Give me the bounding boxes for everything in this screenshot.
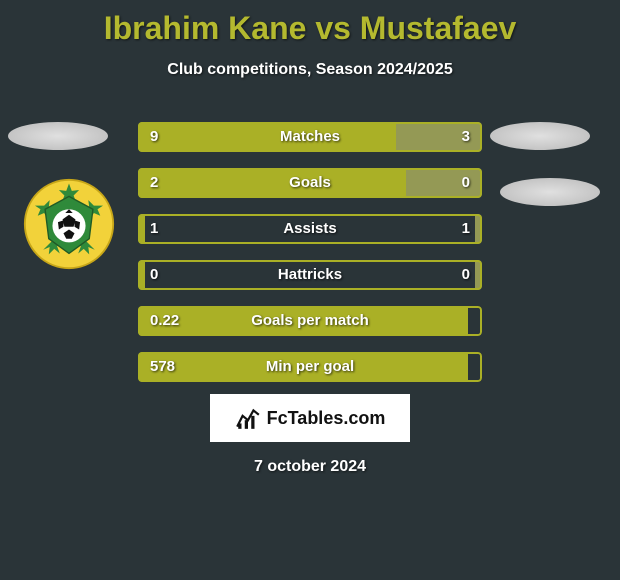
stat-row: 9 Matches 3 <box>138 122 482 152</box>
branding-text: FcTables.com <box>267 408 386 429</box>
stat-label: Hattricks <box>138 260 482 290</box>
player-right-placeholder-1 <box>490 122 590 150</box>
subtitle: Club competitions, Season 2024/2025 <box>0 61 620 79</box>
stat-label: Min per goal <box>138 352 482 382</box>
stat-label: Matches <box>138 122 482 152</box>
player-right-placeholder-2 <box>500 178 600 206</box>
generated-date: 7 october 2024 <box>0 458 620 476</box>
stat-value-right: 1 <box>462 214 470 244</box>
page-title: Ibrahim Kane vs Mustafaev <box>0 0 620 47</box>
vorskla-badge-icon <box>23 178 115 270</box>
club-badge <box>23 178 115 270</box>
stat-label: Goals <box>138 168 482 198</box>
stat-row: 0.22 Goals per match <box>138 306 482 336</box>
stat-label: Assists <box>138 214 482 244</box>
stat-row: 578 Min per goal <box>138 352 482 382</box>
stat-value-right: 3 <box>462 122 470 152</box>
stat-value-right: 0 <box>462 260 470 290</box>
stat-row: 2 Goals 0 <box>138 168 482 198</box>
stat-row: 1 Assists 1 <box>138 214 482 244</box>
stat-value-right: 0 <box>462 168 470 198</box>
stat-row: 0 Hattricks 0 <box>138 260 482 290</box>
player-left-placeholder <box>8 122 108 150</box>
stat-label: Goals per match <box>138 306 482 336</box>
chart-icon <box>235 405 261 431</box>
stats-container: 9 Matches 3 2 Goals 0 1 Assists 1 0 Hatt… <box>138 122 482 398</box>
branding-box: FcTables.com <box>210 394 410 442</box>
